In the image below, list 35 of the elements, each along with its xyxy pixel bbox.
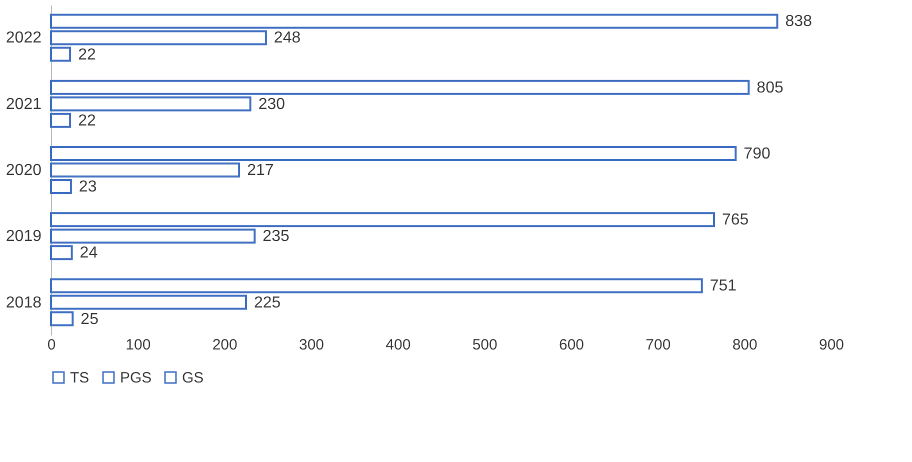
y-tick-label: 2019 [6,228,42,246]
bar [50,278,703,294]
data-label: 838 [785,13,812,30]
legend-label: PGS [120,370,152,387]
legend-label: GS [182,370,204,387]
x-tick-label: 400 [386,336,411,354]
x-tick-label: 0 [47,336,56,354]
data-label: 217 [247,162,274,179]
data-label: 235 [262,228,290,246]
data-label: 248 [274,30,301,47]
data-label: 24 [80,244,98,262]
y-tick-label: 2020 [6,162,42,179]
data-label: 25 [80,310,99,328]
x-tick-label: 500 [472,336,498,354]
x-tick-label: 200 [212,336,238,354]
x-tick-label: 100 [126,336,151,354]
bar [50,46,72,62]
x-tick-label: 800 [732,336,758,354]
x-tick-label: 700 [646,336,671,354]
data-label: 765 [722,212,749,229]
y-tick-label: 2022 [6,30,42,47]
data-label: 805 [756,79,784,96]
data-label: 230 [258,96,286,113]
data-label: 790 [744,145,770,162]
data-label: 225 [254,294,281,312]
data-label: 22 [78,46,96,64]
data-label: 22 [78,112,96,130]
x-tick-label: 300 [298,336,324,354]
data-label: 23 [78,178,97,196]
y-tick-label: 2018 [6,294,42,312]
x-tick-label: 600 [558,336,584,354]
data-label: 751 [710,278,737,295]
x-tick-label: 900 [818,336,844,354]
legend-label: TS [70,370,90,387]
y-tick-label: 2021 [6,96,42,113]
